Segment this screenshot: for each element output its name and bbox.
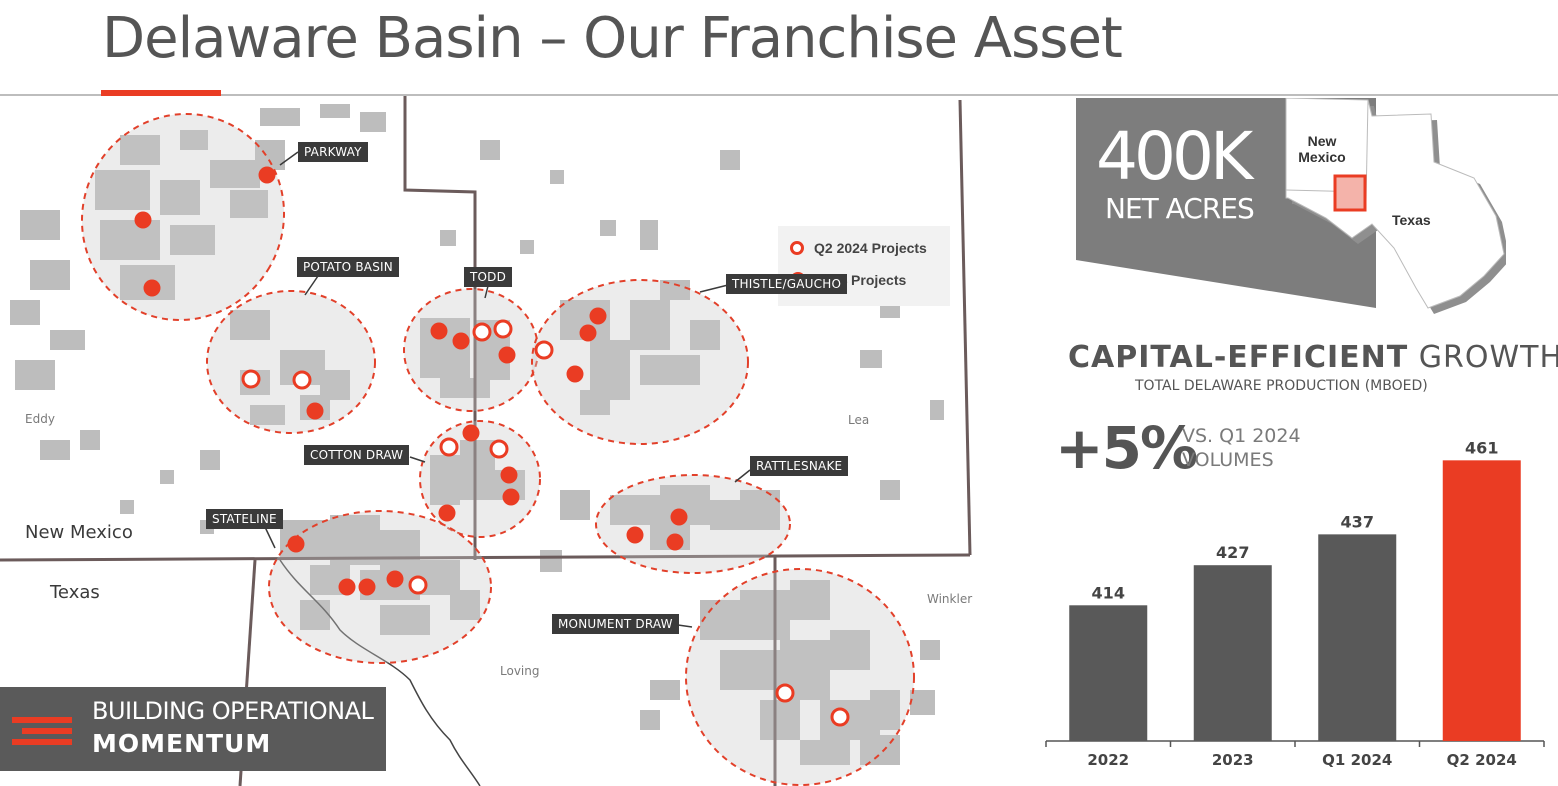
bar-2022 (1069, 605, 1148, 741)
category-tick-label: 2023 (1212, 751, 1254, 769)
county-loving: Loving (500, 664, 540, 678)
bar-value-label: 414 (1092, 583, 1125, 602)
legend-q2-label: Q2 2024 Projects (814, 240, 927, 256)
nm-tx-map-icon (1285, 98, 1506, 314)
badge-line-2: MOMENTUM (92, 729, 272, 758)
area-label-rattlesnake: RATTLESNAKE (750, 456, 849, 476)
bar-value-label: 427 (1216, 543, 1249, 562)
county-eddy: Eddy (25, 412, 55, 426)
state-texas: Texas (50, 582, 100, 603)
inset-label-new-mexico: New Mexico (1298, 133, 1346, 165)
growth-title-bold: CAPITAL-EFFICIENT (1068, 340, 1409, 375)
map-legend: Q2 2024 Projects 2024 Projects (778, 226, 950, 306)
bar-value-label: 437 (1341, 512, 1374, 531)
page-title: Delaware Basin – Our Franchise Asset (102, 6, 1123, 71)
area-label-cotton-draw: COTTON DRAW (304, 445, 410, 465)
badge-bars-icon (12, 717, 72, 750)
filled-project-dots (134, 166, 688, 596)
legend-row-q2: Q2 2024 Projects (790, 240, 927, 256)
state-new-mexico: New Mexico (25, 522, 133, 543)
bar-q1-2024 (1318, 534, 1397, 741)
area-label-thistle-gaucho: THISTLE/GAUCHO (726, 274, 848, 294)
county-lea: Lea (848, 413, 870, 427)
open-circle-icon (790, 241, 804, 255)
bar-value-label: 461 (1465, 438, 1498, 457)
acreage-blocks (10, 104, 944, 765)
pecos-river (279, 559, 481, 786)
project-area-outlines (80, 112, 915, 786)
title-divider (0, 94, 1558, 96)
acreage-unit: NET ACRES (1105, 192, 1255, 225)
area-label-potato-basin: POTATO BASIN (297, 257, 399, 277)
label-leaders (264, 151, 751, 628)
momentum-badge: BUILDING OPERATIONAL MOMENTUM (0, 687, 386, 771)
growth-title: CAPITAL-EFFICIENT GROWTH (1068, 340, 1558, 375)
basin-map: Q2 2024 Projects 2024 Projects PARKWAY P… (0, 96, 1040, 786)
growth-subtitle: TOTAL DELAWARE PRODUCTION (MBOED) (1135, 378, 1428, 394)
growth-note-line-1: VS. Q1 2024 (1182, 425, 1301, 447)
area-label-monument-draw: MONUMENT DRAW (552, 614, 679, 634)
area-label-stateline: STATELINE (206, 509, 283, 529)
growth-title-light: GROWTH (1418, 340, 1558, 375)
category-tick-label: 2022 (1087, 751, 1129, 769)
area-label-parkway: PARKWAY (298, 142, 368, 162)
acreage-panel (1076, 98, 1506, 314)
category-tick-label: Q1 2024 (1322, 751, 1392, 769)
county-winkler: Winkler (927, 592, 973, 606)
category-tick-label: Q2 2024 (1447, 751, 1517, 769)
bar-q2-2024 (1442, 460, 1521, 741)
production-bar-chart: 414 2022 427 2023 437 Q1 2024 461 Q2 2024 (1045, 438, 1545, 769)
growth-percent-note: VS. Q1 2024 VOLUMES (1182, 424, 1301, 472)
badge-line-1: BUILDING OPERATIONAL (92, 697, 374, 725)
bar-2023 (1193, 565, 1272, 741)
map-canvas (0, 96, 972, 786)
inset-label-texas: Texas (1392, 212, 1431, 228)
title-accent-bar (101, 90, 221, 96)
area-label-todd: TODD (464, 267, 513, 287)
open-project-dots (241, 319, 850, 727)
growth-note-line-2: VOLUMES (1182, 449, 1274, 471)
acreage-value: 400K (1096, 118, 1253, 195)
growth-percent: +5% (1055, 414, 1198, 482)
